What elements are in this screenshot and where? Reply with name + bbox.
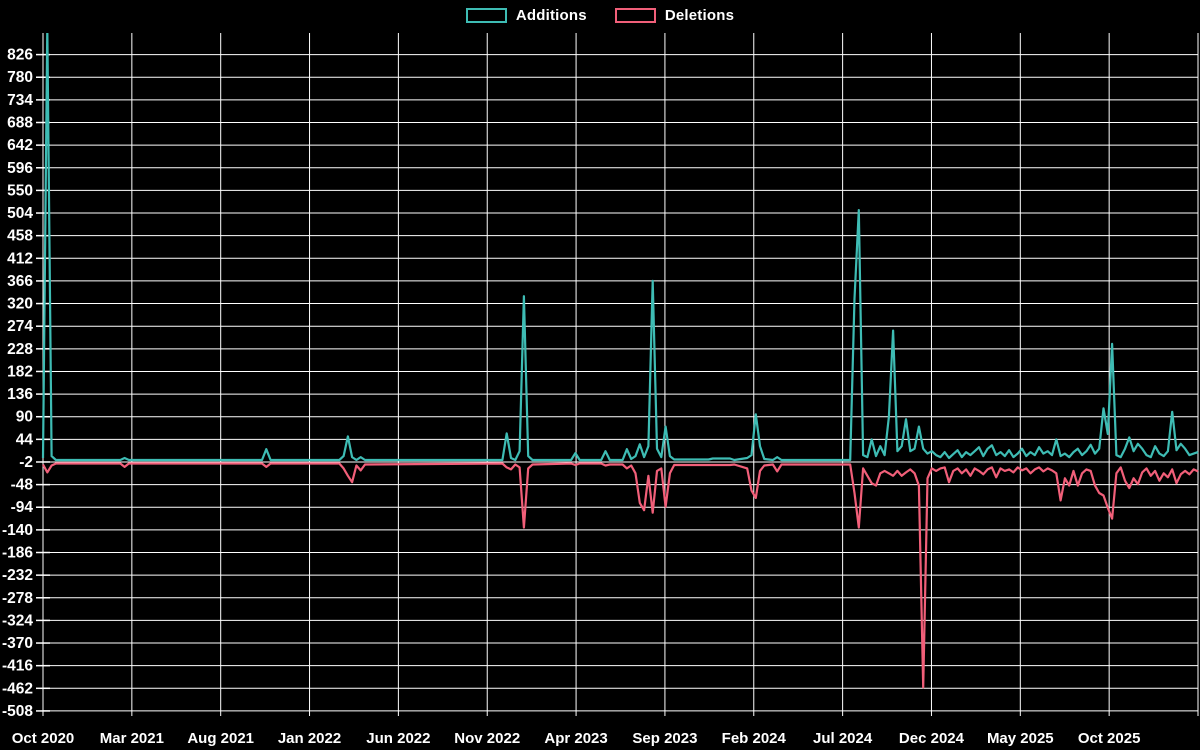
y-tick-label: -232 — [2, 567, 33, 584]
additions-line — [41, 33, 1199, 462]
y-tick-label: 688 — [7, 115, 33, 132]
y-tick-label: 734 — [7, 92, 33, 109]
y-tick-label: -140 — [2, 522, 33, 539]
y-tick-label: 44 — [16, 431, 34, 448]
x-tick-label: Nov 2022 — [454, 730, 520, 747]
x-tick-label: May 2025 — [987, 730, 1054, 747]
x-tick-label: Oct 2020 — [12, 730, 75, 747]
y-tick-label: -186 — [2, 545, 33, 562]
y-tick-label: -462 — [2, 680, 33, 697]
x-tick-label: Dec 2024 — [899, 730, 965, 747]
x-tick-label: Apr 2023 — [544, 730, 607, 747]
gridlines — [42, 33, 1199, 716]
x-tick-label: Mar 2021 — [100, 730, 164, 747]
y-tick-label: 366 — [7, 273, 33, 290]
y-tick-label: -48 — [11, 477, 34, 494]
y-tick-label: 228 — [7, 341, 33, 358]
x-tick-label: Jan 2022 — [278, 730, 341, 747]
chart-legend: Additions Deletions — [0, 7, 1200, 24]
y-tick-label: 826 — [7, 47, 33, 64]
y-tick-label: -370 — [2, 635, 33, 652]
y-tick-label: 596 — [7, 160, 33, 177]
deletions-swatch-icon — [614, 8, 656, 23]
y-tick-label: 504 — [7, 205, 33, 222]
y-axis-labels: 826 780 734 688 642 596 550 504 458 412 366 320 274 2… — [2, 47, 50, 720]
y-tick-label: 550 — [7, 182, 33, 199]
y-tick-label: 780 — [7, 69, 33, 86]
x-tick-label: Jun 2022 — [366, 730, 430, 747]
y-tick-label: -94 — [11, 499, 34, 516]
deletions-line — [42, 462, 1199, 689]
y-tick-label: 182 — [7, 363, 33, 380]
additions-legend-label: Additions — [515, 7, 587, 24]
y-tick-label: 136 — [7, 386, 33, 403]
y-tick-label: -278 — [2, 590, 33, 607]
x-tick-label: Sep 2023 — [632, 730, 697, 747]
y-tick-label: 90 — [16, 409, 33, 426]
y-tick-label: 642 — [7, 137, 33, 154]
y-tick-label: -2 — [19, 454, 33, 471]
legend-item-deletions[interactable]: Deletions — [614, 7, 735, 24]
y-tick-label: -508 — [2, 703, 33, 720]
x-axis-labels: Oct 2020 Mar 2021 Aug 2021 Jan 2022 Jun 2022… — [12, 730, 1141, 747]
x-tick-label: Jul 2024 — [813, 730, 873, 747]
y-tick-label: -416 — [2, 658, 33, 675]
y-tick-label: 458 — [7, 228, 33, 245]
legend-item-additions[interactable]: Additions — [465, 7, 587, 24]
y-tick-label: -324 — [2, 612, 33, 629]
x-tick-label: Feb 2024 — [722, 730, 787, 747]
x-tick-label: Oct 2025 — [1078, 730, 1141, 747]
y-tick-label: 412 — [7, 250, 33, 267]
y-tick-label: 274 — [7, 318, 33, 335]
x-tick-label: Aug 2021 — [187, 730, 254, 747]
y-tick-label: 320 — [7, 296, 33, 313]
additions-swatch-icon — [465, 8, 507, 23]
deletions-legend-label: Deletions — [664, 7, 735, 24]
